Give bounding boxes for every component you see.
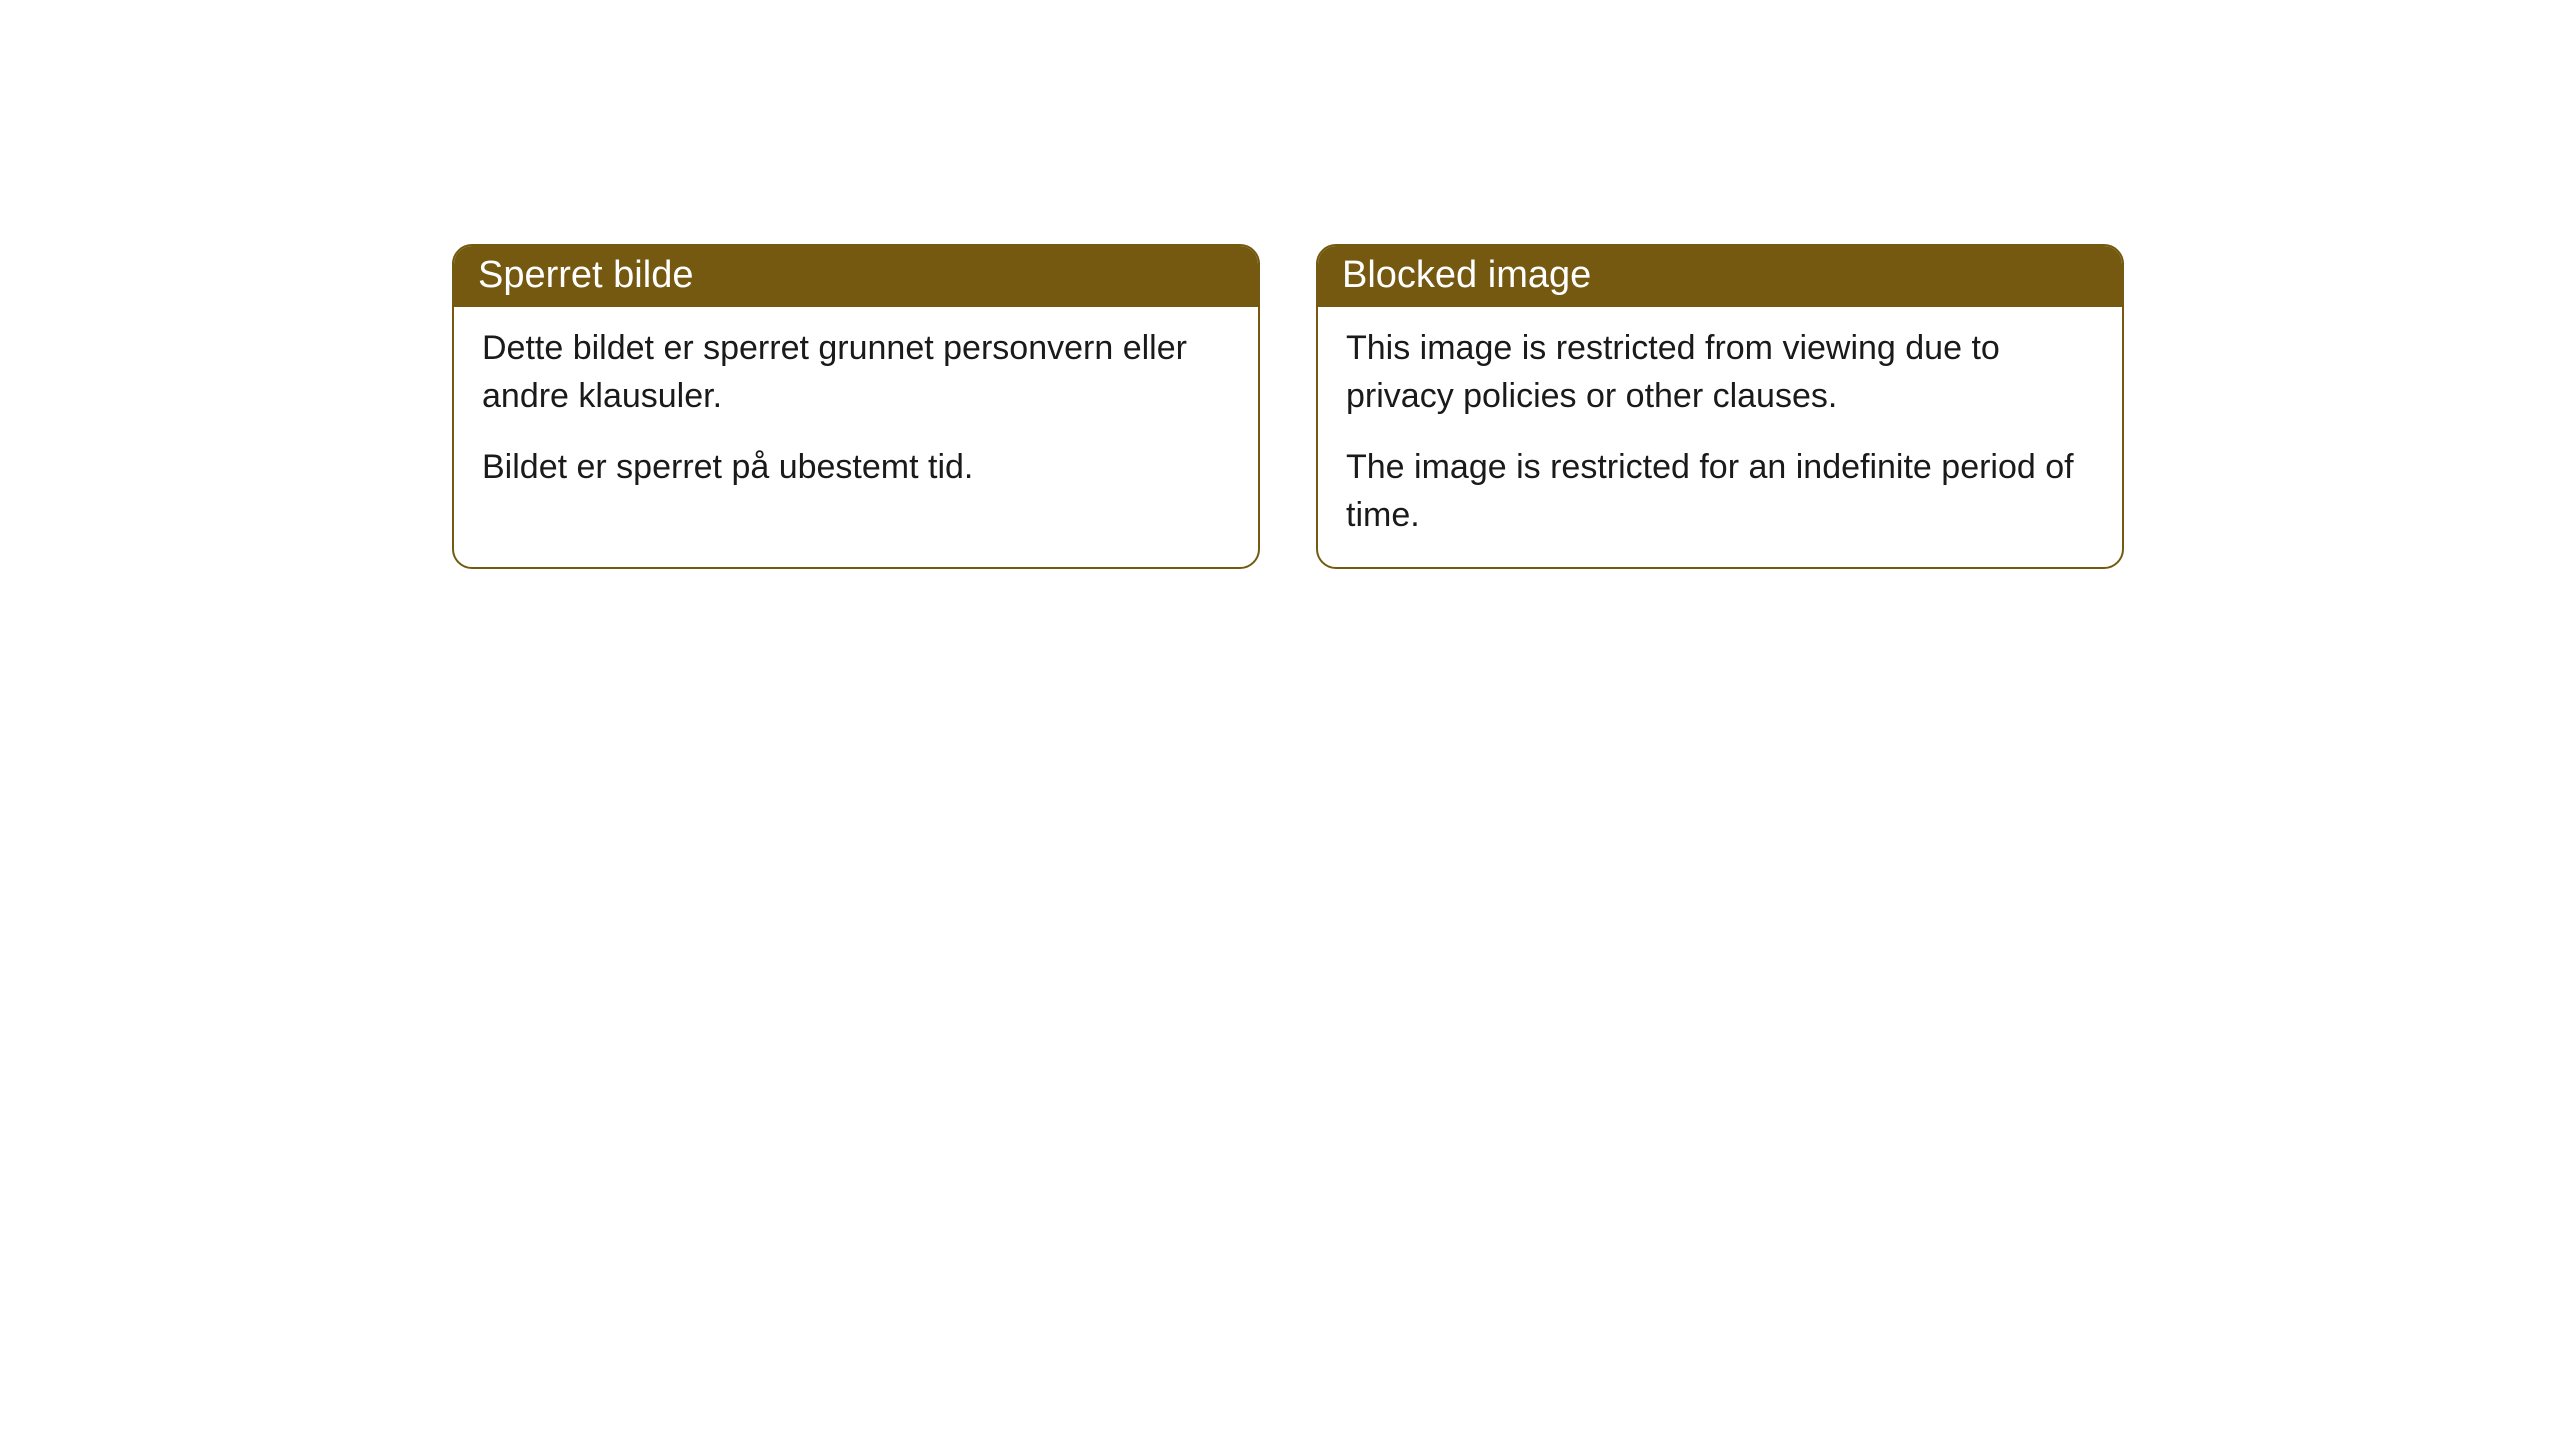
notice-container: Sperret bilde Dette bildet er sperret gr… xyxy=(452,244,2124,569)
notice-title-english: Blocked image xyxy=(1342,254,1591,296)
notice-paragraph-1-norwegian: Dette bildet er sperret grunnet personve… xyxy=(482,325,1230,420)
notice-card-norwegian: Sperret bilde Dette bildet er sperret gr… xyxy=(452,244,1260,569)
notice-paragraph-2-english: The image is restricted for an indefinit… xyxy=(1346,444,2094,539)
notice-paragraph-1-english: This image is restricted from viewing du… xyxy=(1346,325,2094,420)
notice-body-norwegian: Dette bildet er sperret grunnet personve… xyxy=(454,307,1258,520)
notice-paragraph-2-norwegian: Bildet er sperret på ubestemt tid. xyxy=(482,444,1230,492)
notice-body-english: This image is restricted from viewing du… xyxy=(1318,307,2122,567)
notice-header-norwegian: Sperret bilde xyxy=(454,246,1258,307)
notice-card-english: Blocked image This image is restricted f… xyxy=(1316,244,2124,569)
notice-header-english: Blocked image xyxy=(1318,246,2122,307)
notice-title-norwegian: Sperret bilde xyxy=(478,254,693,296)
